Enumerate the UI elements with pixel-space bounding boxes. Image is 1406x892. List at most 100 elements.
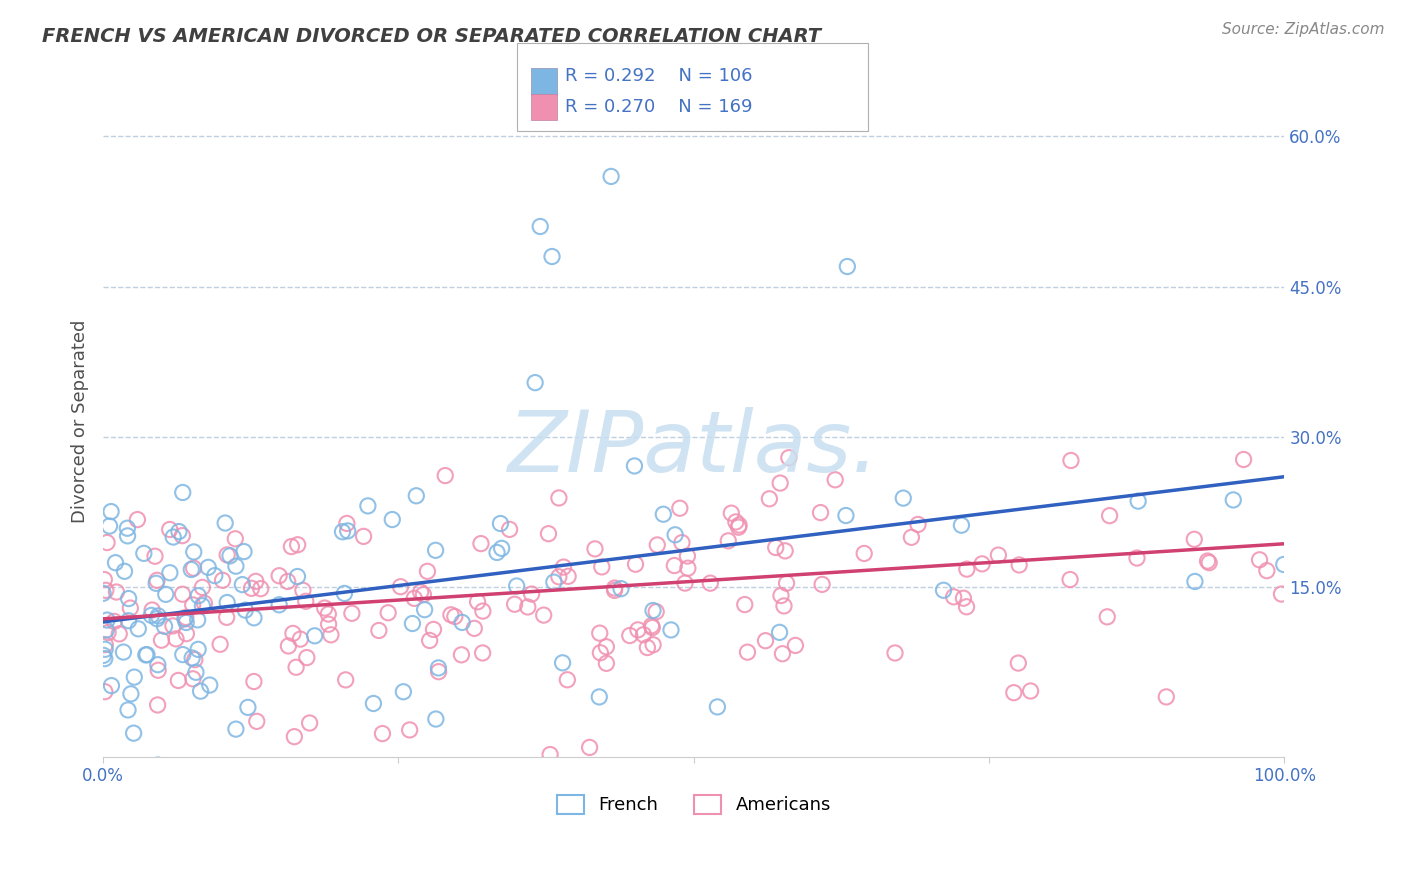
French: [357, 499, 380, 513]
Americans: [1126, 551, 1149, 566]
French: [304, 629, 326, 643]
Americans: [319, 628, 342, 642]
French: [333, 586, 356, 600]
Americans: [224, 532, 246, 546]
French: [225, 559, 247, 574]
Americans: [987, 548, 1010, 562]
French: [1184, 574, 1206, 589]
Americans: [624, 558, 647, 572]
French: [610, 582, 633, 596]
French: [652, 507, 675, 521]
Americans: [553, 560, 575, 574]
Americans: [671, 535, 693, 549]
French: [706, 700, 728, 714]
French: [950, 518, 973, 533]
Americans: [105, 585, 128, 599]
Americans: [727, 520, 749, 534]
Americans: [419, 633, 441, 648]
Americans: [172, 587, 194, 601]
Americans: [673, 576, 696, 591]
Americans: [162, 619, 184, 633]
French: [413, 602, 436, 616]
Americans: [1249, 553, 1271, 567]
French: [187, 613, 209, 627]
Americans: [503, 597, 526, 611]
Americans: [1197, 554, 1219, 568]
French: [117, 614, 139, 628]
French: [104, 556, 127, 570]
Americans: [172, 528, 194, 542]
French: [100, 505, 122, 519]
French: [505, 579, 527, 593]
French: [529, 219, 551, 234]
Americans: [181, 598, 204, 612]
Americans: [367, 624, 389, 638]
Americans: [243, 674, 266, 689]
Americans: [1008, 558, 1031, 572]
Americans: [283, 730, 305, 744]
Americans: [143, 549, 166, 564]
Americans: [285, 660, 308, 674]
Americans: [191, 581, 214, 595]
Americans: [778, 450, 800, 465]
Americans: [108, 627, 131, 641]
French: [1128, 494, 1150, 508]
Americans: [209, 637, 232, 651]
French: [145, 576, 167, 591]
French: [217, 595, 239, 609]
Americans: [97, 625, 120, 640]
French: [100, 679, 122, 693]
Americans: [737, 645, 759, 659]
French: [932, 583, 955, 598]
French: [664, 528, 686, 542]
Americans: [183, 561, 205, 575]
French: [172, 648, 194, 662]
Americans: [520, 587, 543, 601]
Americans: [643, 638, 665, 652]
Americans: [1007, 656, 1029, 670]
French: [167, 524, 190, 539]
French: [489, 516, 512, 531]
Americans: [335, 673, 357, 687]
Americans: [724, 515, 747, 529]
Americans: [972, 557, 994, 571]
Americans: [93, 573, 115, 587]
Americans: [765, 541, 787, 555]
Americans: [217, 548, 239, 562]
Americans: [120, 601, 142, 615]
Americans: [1097, 610, 1119, 624]
Americans: [557, 569, 579, 583]
Americans: [589, 646, 612, 660]
French: [219, 549, 242, 563]
Americans: [1002, 686, 1025, 700]
Americans: [127, 512, 149, 526]
Americans: [443, 609, 465, 624]
Americans: [775, 576, 797, 591]
Americans: [246, 714, 269, 729]
Americans: [422, 623, 444, 637]
Americans: [907, 517, 929, 532]
Americans: [103, 615, 125, 629]
French: [491, 541, 513, 556]
Americans: [280, 540, 302, 554]
French: [332, 524, 354, 539]
Americans: [269, 568, 291, 582]
Americans: [318, 607, 340, 621]
Americans: [810, 506, 832, 520]
Text: R = 0.270    N = 169: R = 0.270 N = 169: [565, 98, 752, 116]
French: [401, 616, 423, 631]
Americans: [193, 596, 215, 610]
French: [141, 608, 163, 623]
Americans: [595, 640, 617, 654]
Americans: [450, 648, 472, 662]
Americans: [669, 501, 692, 516]
Americans: [148, 663, 170, 677]
Americans: [336, 516, 359, 531]
French: [198, 678, 221, 692]
Americans: [589, 626, 612, 640]
Americans: [758, 491, 780, 506]
French: [96, 623, 118, 637]
Americans: [640, 619, 662, 633]
Americans: [294, 594, 316, 608]
French: [543, 575, 565, 590]
